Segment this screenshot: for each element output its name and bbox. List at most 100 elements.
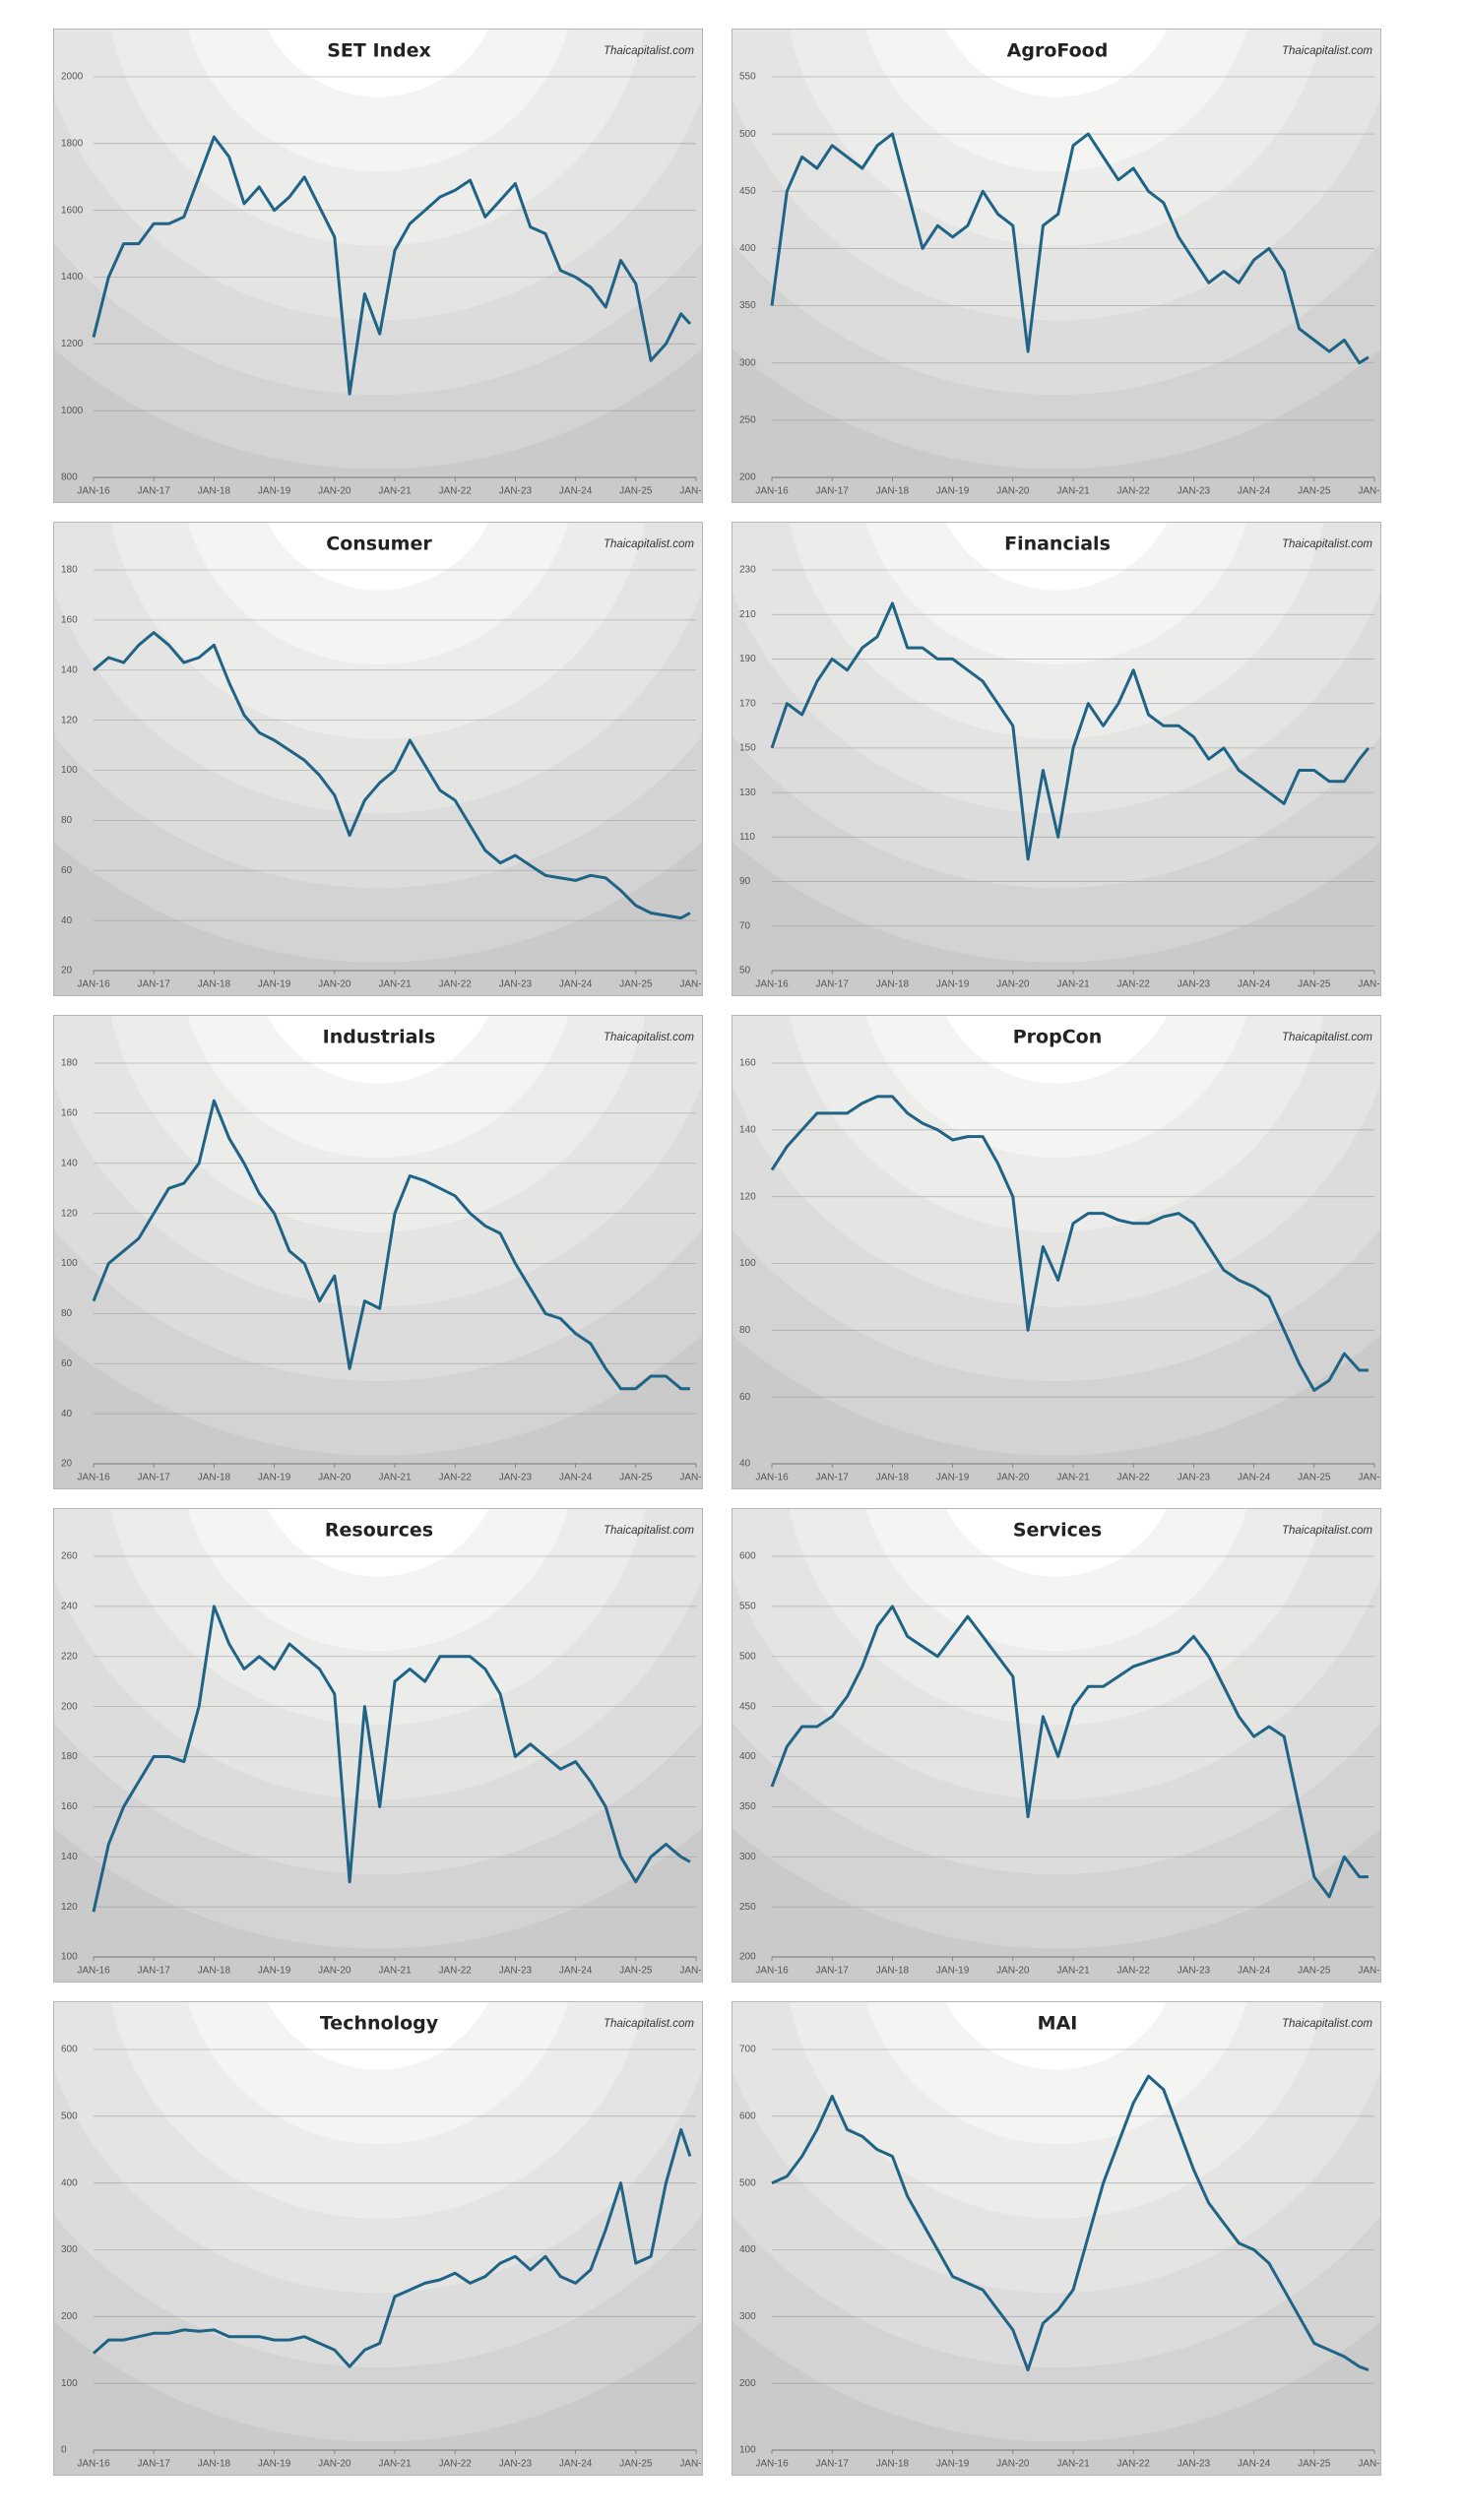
x-tick-label: JAN-18 <box>198 2459 231 2470</box>
series-line <box>770 1605 1369 1899</box>
x-tick-label: JAN-23 <box>1178 979 1211 990</box>
x-tick-label: JAN-22 <box>1117 1966 1151 1977</box>
y-tick-label: 300 <box>739 2311 756 2322</box>
chart: PropCon Thaicapitalist.com 40 60 80 100 120 140… <box>739 1027 1380 1483</box>
chart-card: Financials Thaicapitalist.com 50 70 90 110 130… <box>732 522 1381 996</box>
x-tick-label: JAN-18 <box>198 1966 231 1977</box>
y-tick-label: 100 <box>61 1952 78 1963</box>
x-tick-label: JAN-24 <box>559 1473 593 1483</box>
x-tick-label: JAN-22 <box>1117 2459 1151 2470</box>
y-tick-label: 120 <box>61 1902 78 1913</box>
x-tick-label: JAN-26 <box>679 1473 702 1483</box>
x-tick-label: JAN-18 <box>876 2459 910 2470</box>
x-tick-label: JAN-26 <box>1358 486 1380 497</box>
x-tick-label: JAN-26 <box>1358 979 1380 990</box>
x-tick-label: JAN-16 <box>77 979 110 990</box>
x-tick-label: JAN-26 <box>679 1966 702 1977</box>
x-tick-label: JAN-20 <box>318 1966 351 1977</box>
x-tick-label: JAN-19 <box>258 1473 291 1483</box>
chart-card: Services Thaicapitalist.com 200 250 300 350 40… <box>732 1508 1381 1983</box>
y-tick-label: 600 <box>739 2110 756 2121</box>
y-tick-label: 80 <box>61 1308 73 1319</box>
y-tick-label: 260 <box>61 1551 78 1562</box>
series-line <box>771 2074 1370 2372</box>
chart-title: Industrials <box>323 1027 436 1048</box>
y-tick-label: 500 <box>739 1651 756 1662</box>
y-tick-label: 60 <box>739 1392 751 1403</box>
series-line <box>770 132 1370 365</box>
chart: Consumer Thaicapitalist.com 20 40 60 80 100 120… <box>61 534 702 990</box>
y-tick-label: 120 <box>61 715 78 725</box>
x-tick-label: JAN-17 <box>138 979 171 990</box>
y-tick-label: 400 <box>739 243 756 254</box>
x-tick-label: JAN-23 <box>1178 2459 1211 2470</box>
y-tick-label: 500 <box>739 2177 756 2188</box>
x-tick-label: JAN-23 <box>1178 1966 1211 1977</box>
x-tick-label: JAN-21 <box>1056 1473 1090 1483</box>
chart-card: Consumer Thaicapitalist.com 20 40 60 80 100 120… <box>53 522 703 996</box>
x-tick-label: JAN-20 <box>996 2459 1030 2470</box>
x-tick-label: JAN-17 <box>816 979 850 990</box>
series-line <box>92 135 692 396</box>
x-tick-label: JAN-25 <box>1298 2459 1331 2470</box>
x-tick-label: JAN-25 <box>1298 979 1331 990</box>
x-tick-label: JAN-18 <box>876 486 910 497</box>
y-tick-label: 550 <box>739 1602 756 1612</box>
y-tick-label: 100 <box>61 2378 78 2389</box>
x-tick-label: JAN-22 <box>1117 1473 1151 1483</box>
x-tick-label: JAN-26 <box>1358 2459 1380 2470</box>
y-tick-label: 20 <box>61 966 73 976</box>
y-tick-label: 800 <box>61 472 78 483</box>
y-tick-label: 200 <box>61 1701 78 1712</box>
y-tick-label: 130 <box>739 788 756 798</box>
x-tick-label: JAN-19 <box>936 979 970 990</box>
chart-title: SET Index <box>327 40 431 62</box>
y-tick-label: 550 <box>739 72 756 83</box>
y-tick-label: 100 <box>739 2445 756 2456</box>
y-tick-label: 180 <box>61 1751 78 1762</box>
x-tick-label: JAN-19 <box>936 1473 970 1483</box>
chart-title: AgroFood <box>1007 40 1109 62</box>
y-tick-label: 700 <box>739 2045 756 2055</box>
y-tick-label: 300 <box>739 357 756 368</box>
y-tick-label: 110 <box>739 832 755 843</box>
y-tick-label: 60 <box>61 865 73 876</box>
x-tick-label: JAN-16 <box>755 979 789 990</box>
source-label: Thaicapitalist.com <box>1282 538 1372 550</box>
x-tick-label: JAN-20 <box>318 2459 351 2470</box>
y-tick-label: 40 <box>61 1409 73 1419</box>
y-tick-label: 140 <box>61 1158 78 1168</box>
x-tick-label: JAN-19 <box>258 486 291 497</box>
y-tick-label: 200 <box>61 2311 78 2322</box>
y-tick-label: 40 <box>739 1459 751 1470</box>
series-line <box>770 601 1370 861</box>
chart: Industrials Thaicapitalist.com 20 40 60 80 100… <box>61 1027 702 1483</box>
y-tick-label: 1600 <box>61 205 84 216</box>
source-label: Thaicapitalist.com <box>604 538 694 550</box>
x-tick-label: JAN-22 <box>439 979 473 990</box>
y-tick-label: 400 <box>739 1751 756 1762</box>
chart: Services Thaicapitalist.com 200 250 300 350 40… <box>739 1520 1380 1977</box>
y-tick-label: 1000 <box>61 406 84 416</box>
x-tick-label: JAN-25 <box>619 1473 653 1483</box>
x-tick-label: JAN-23 <box>499 1473 533 1483</box>
x-tick-label: JAN-22 <box>439 486 473 497</box>
x-tick-label: JAN-20 <box>996 1966 1030 1977</box>
x-tick-label: JAN-23 <box>1178 1473 1211 1483</box>
y-tick-label: 1400 <box>61 272 84 283</box>
chart: SET Index Thaicapitalist.com 800 1000 1200 14… <box>61 40 702 497</box>
chart: AgroFood Thaicapitalist.com 200 250 300 350 40… <box>739 40 1380 497</box>
y-tick-label: 60 <box>61 1358 73 1369</box>
x-tick-label: JAN-24 <box>559 2459 593 2470</box>
y-tick-label: 170 <box>739 698 756 709</box>
x-tick-label: JAN-22 <box>439 1966 473 1977</box>
x-tick-label: JAN-21 <box>378 1966 412 1977</box>
x-tick-label: JAN-24 <box>1238 486 1271 497</box>
x-tick-label: JAN-16 <box>755 1473 789 1483</box>
chart: Technology Thaicapitalist.com 0 100 200 300 40… <box>61 2013 702 2470</box>
x-tick-label: JAN-17 <box>138 486 171 497</box>
x-tick-label: JAN-16 <box>755 2459 789 2470</box>
y-tick-label: 40 <box>61 915 73 926</box>
x-tick-label: JAN-22 <box>1117 486 1151 497</box>
chart-title: Services <box>1013 1520 1102 1542</box>
